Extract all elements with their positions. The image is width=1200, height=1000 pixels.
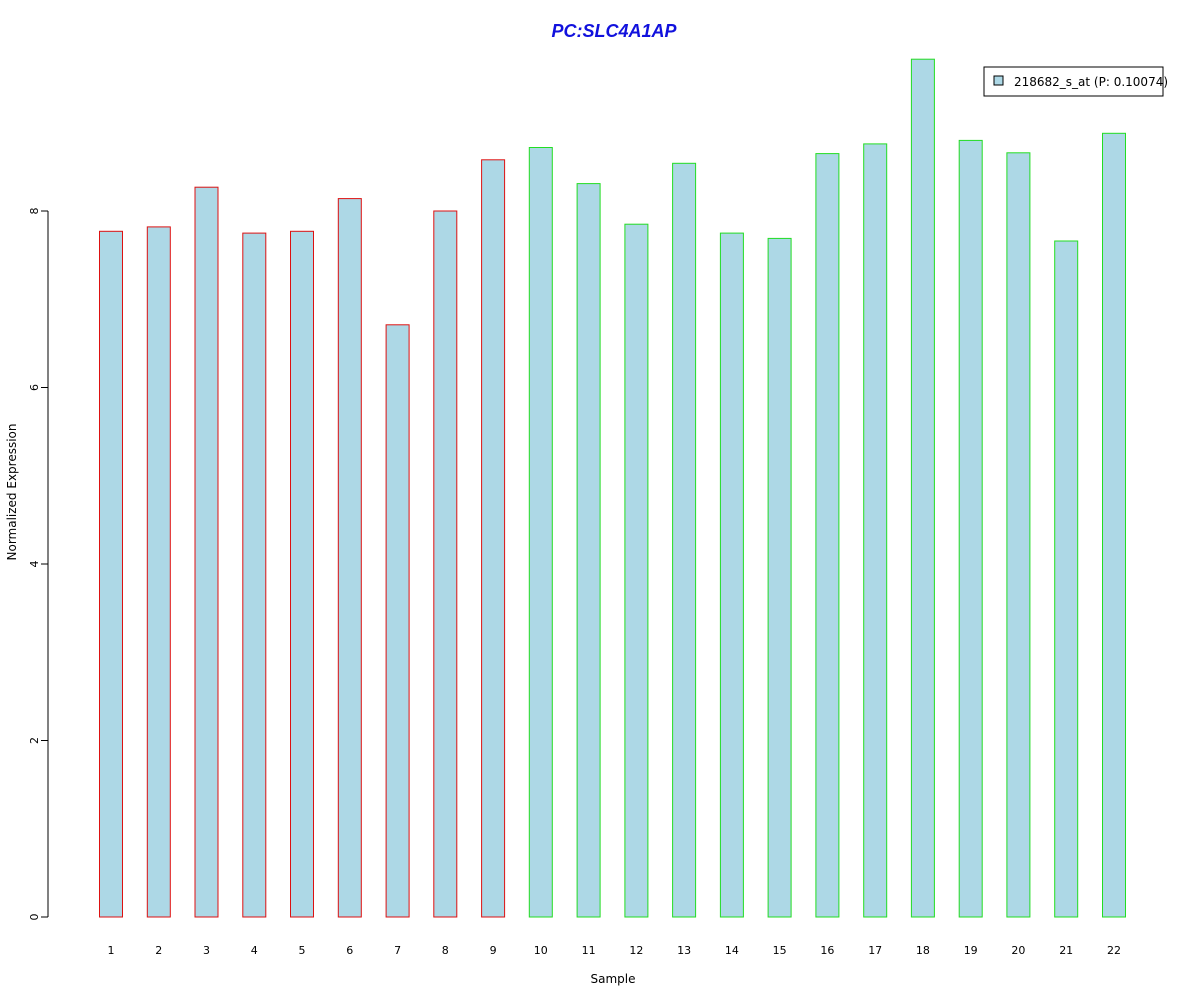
legend-swatch	[993, 75, 1004, 86]
bar	[719, 232, 744, 918]
bar	[1054, 240, 1079, 918]
x-tick-label: 11	[582, 944, 596, 957]
bar	[863, 143, 888, 918]
bar	[194, 186, 219, 918]
x-tick-label: 22	[1107, 944, 1121, 957]
y-axis: 0 2 4 6 8	[28, 208, 49, 921]
bar	[528, 147, 553, 918]
bar	[958, 139, 983, 918]
x-tick-label: 18	[916, 944, 930, 957]
bar	[767, 237, 792, 918]
y-tick-label: 6	[28, 384, 41, 391]
bar	[624, 223, 649, 918]
x-tick-label: 13	[677, 944, 691, 957]
bar	[1102, 132, 1126, 918]
x-tick-label: 8	[442, 944, 449, 957]
chart-title: PC:SLC4A1AP	[551, 21, 677, 41]
x-tick-label: 2	[155, 944, 162, 957]
bar	[146, 226, 171, 918]
legend: 218682_s_at (P: 0.10074)	[983, 66, 1168, 97]
bar	[1006, 152, 1031, 918]
x-tick-label: 3	[203, 944, 210, 957]
x-tick-label: 5	[299, 944, 306, 957]
y-tick-label: 8	[28, 208, 41, 215]
x-tick-label: 16	[820, 944, 834, 957]
x-tick-label: 1	[108, 944, 115, 957]
bar	[385, 324, 410, 918]
x-tick-label: 7	[394, 944, 401, 957]
bar	[433, 210, 458, 918]
x-tick-label: 19	[964, 944, 978, 957]
bar	[910, 58, 935, 918]
bar	[481, 159, 506, 918]
y-tick-label: 0	[28, 914, 41, 921]
bar	[672, 162, 697, 918]
legend-label: 218682_s_at (P: 0.10074)	[1014, 75, 1168, 89]
x-tick-label: 6	[346, 944, 353, 957]
bar	[576, 183, 601, 918]
x-tick-label: 4	[251, 944, 258, 957]
x-tick-label: 21	[1059, 944, 1073, 957]
y-axis-label: Normalized Expression	[5, 423, 19, 560]
x-axis-label: Sample	[591, 972, 636, 986]
bar	[290, 230, 314, 918]
x-tick-label: 17	[868, 944, 882, 957]
x-tick-label: 12	[629, 944, 643, 957]
x-tick-label: 15	[773, 944, 787, 957]
bars	[99, 58, 1126, 918]
x-tick-label: 10	[534, 944, 548, 957]
x-tick-label: 9	[490, 944, 497, 957]
y-tick-label: 2	[28, 737, 41, 744]
y-tick-label: 4	[28, 561, 41, 568]
legend-box	[983, 66, 1164, 97]
x-tick-labels: 1 2 3 4 5 6 7 8 9 10 11 12 13 14 15 16 17 18 19 20 21 22	[108, 944, 1122, 957]
bar	[337, 198, 362, 918]
x-tick-label: 20	[1011, 944, 1025, 957]
bar	[242, 232, 267, 918]
bar	[99, 230, 123, 918]
x-tick-label: 14	[725, 944, 739, 957]
bar	[815, 153, 840, 918]
